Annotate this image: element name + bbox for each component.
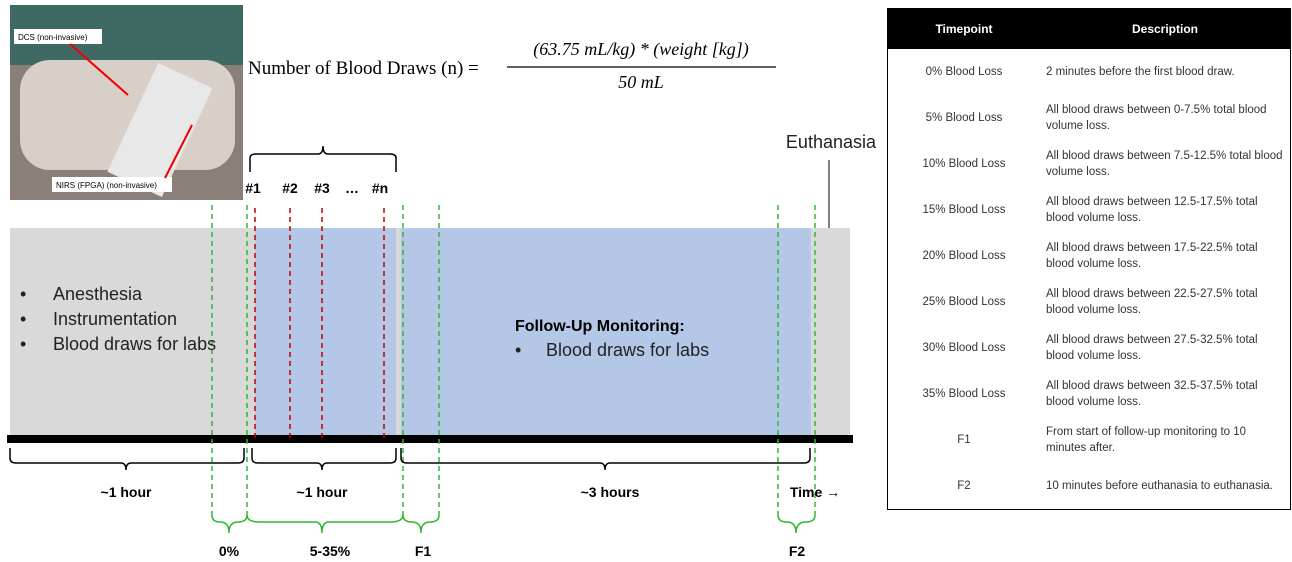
table-row: 35% Blood Loss All blood draws between 32… — [888, 371, 1291, 417]
photo-label: DCS (non-invasive) — [18, 33, 88, 42]
description-cell: All blood draws between 7.5-12.5% total … — [1046, 150, 1283, 178]
timepoint-cell: 10% Blood Loss — [922, 158, 1006, 170]
column-header: Description — [1040, 8, 1291, 49]
timepoint-cell: 5% Blood Loss — [925, 112, 1003, 124]
description-cell: From start of follow-up monitoring to 10… — [1046, 426, 1247, 454]
draw-label: #2 — [282, 180, 298, 196]
brace — [777, 514, 816, 534]
description-cell: All blood draws between 17.5-22.5% total… — [1046, 242, 1258, 270]
timepoint-label: F1 — [415, 543, 432, 559]
table-row: 5% Blood Loss All blood draws between 0-7… — [888, 95, 1291, 141]
bullet: • — [515, 340, 521, 360]
brace — [9, 448, 245, 471]
draw-phase — [255, 228, 396, 436]
timepoint-label: 5-35% — [310, 543, 351, 559]
brace — [249, 145, 397, 172]
timepoint-cell: 35% Blood Loss — [922, 388, 1006, 400]
timepoint-cell: 25% Blood Loss — [922, 296, 1006, 308]
brace — [246, 514, 404, 534]
description-cell: 2 minutes before the first blood draw. — [1046, 66, 1235, 78]
duration-label: ~1 hour — [297, 484, 349, 500]
time-axis — [7, 435, 853, 443]
description-cell: All blood draws between 0-7.5% total blo… — [1046, 104, 1267, 132]
timepoint-cell: 15% Blood Loss — [922, 204, 1006, 216]
bullet: • — [20, 284, 26, 304]
table-row: F1 From start of follow-up monitoring to … — [888, 417, 1291, 463]
table-row: 25% Blood Loss All blood draws between 22… — [888, 279, 1291, 325]
description-cell: All blood draws between 32.5-37.5% total… — [1046, 380, 1258, 408]
formula-denominator: 50 mL — [618, 72, 664, 92]
draw-label: … — [345, 180, 359, 196]
column-header: Timepoint — [887, 8, 1040, 49]
description-cell: All blood draws between 12.5-17.5% total… — [1046, 196, 1258, 224]
brace — [211, 514, 248, 534]
brace — [400, 448, 811, 471]
bullet-text: Blood draws for labs — [53, 334, 216, 354]
table-row: 10% Blood Loss All blood draws between 7.… — [888, 141, 1291, 187]
photo-label-box — [52, 177, 172, 192]
brace — [251, 448, 397, 471]
timepoint-cell: F1 — [957, 434, 971, 446]
arrow — [69, 43, 129, 96]
table-row: 15% Blood Loss All blood draws between 12… — [888, 187, 1291, 233]
timepoint-label: 0% — [219, 543, 240, 559]
duration-label: ~1 hour — [101, 484, 153, 500]
table-row: 30% Blood Loss All blood draws between 27… — [888, 325, 1291, 371]
photo-tape — [107, 62, 213, 198]
bullet-text: Anesthesia — [53, 284, 143, 304]
euthanasia-label: Euthanasia — [786, 132, 877, 152]
bullet: • — [20, 334, 26, 354]
table-row: 0% Blood Loss 2 minutes before the first … — [888, 49, 1291, 95]
photo-label: NIRS (FPGA) (non-invasive) — [56, 181, 157, 190]
duration-label: Time → — [790, 484, 840, 500]
bullet: • — [20, 309, 26, 329]
description-cell: All blood draws between 22.5-27.5% total… — [1046, 288, 1258, 316]
timepoint-cell: 30% Blood Loss — [922, 342, 1006, 354]
photo-label-box — [14, 29, 102, 44]
description-cell: All blood draws between 27.5-32.5% total… — [1046, 334, 1258, 362]
follow-up-phase — [401, 228, 811, 436]
arrow — [164, 124, 193, 179]
duration-label: ~3 hours — [581, 484, 640, 500]
timepoint-cell: 20% Blood Loss — [922, 250, 1006, 262]
timepoint-cell: 0% Blood Loss — [925, 66, 1003, 78]
timepoint-table: Timepoint Description 0% Blood Loss 2 min… — [887, 8, 1291, 510]
description-cell: 10 minutes before euthanasia to euthanas… — [1046, 480, 1273, 492]
table-row: F2 10 minutes before euthanasia to euthan… — [888, 463, 1291, 510]
brace — [402, 514, 440, 534]
formula-lhs: Number of Blood Draws (n) = — [248, 58, 479, 79]
bullet-text: Blood draws for labs — [546, 340, 709, 360]
draw-label: #n — [372, 180, 388, 196]
table-row: 20% Blood Loss All blood draws between 17… — [888, 233, 1291, 279]
diagram: DCS (non-invasive) NIRS (FPGA) (non-inva… — [7, 5, 877, 559]
bullet-text: Instrumentation — [53, 309, 177, 329]
phase-title: Follow-Up Monitoring: — [515, 318, 685, 335]
timepoint-cell: F2 — [957, 480, 971, 492]
draw-label: #1 — [245, 180, 261, 196]
formula-numerator: (63.75 mL/kg) * (weight [kg]) — [533, 39, 748, 60]
draw-label: #3 — [314, 180, 330, 196]
timepoint-label: F2 — [789, 543, 806, 559]
